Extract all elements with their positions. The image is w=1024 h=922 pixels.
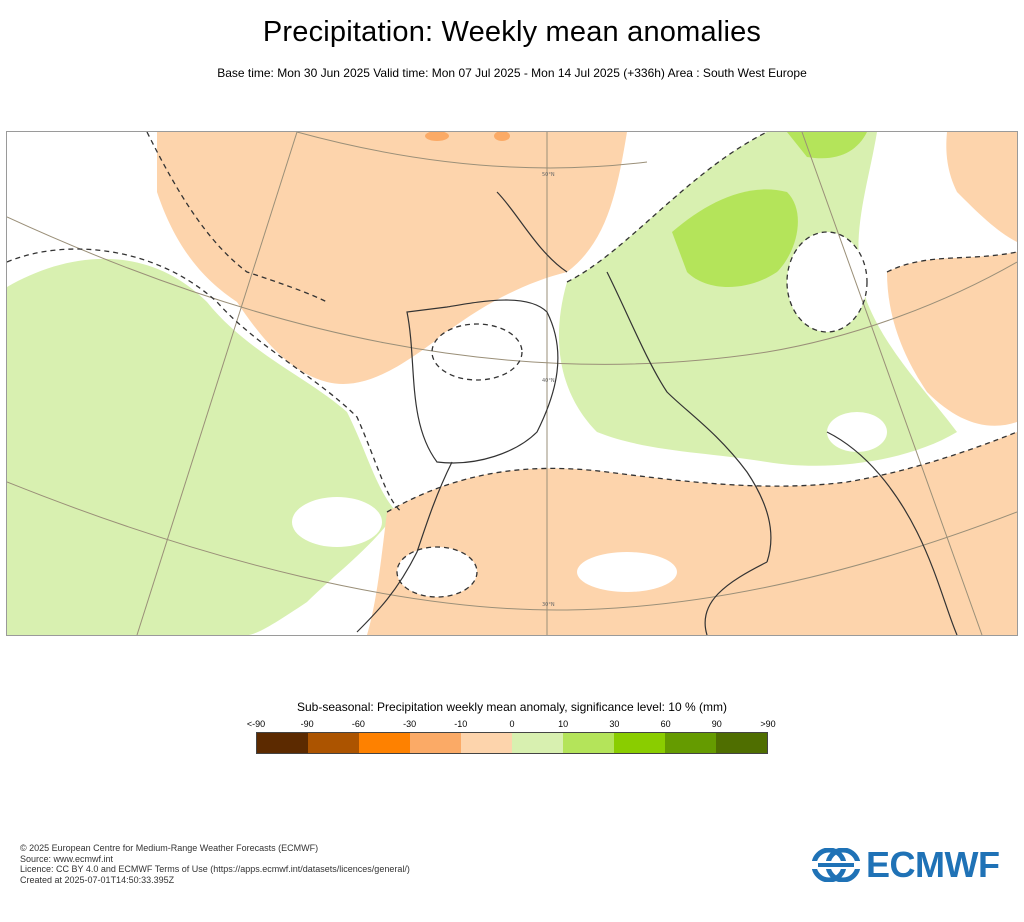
footer-copyright: © 2025 European Centre for Medium-Range … [20,843,319,853]
footer-licence: Licence: CC BY 4.0 and ECMWF Terms of Us… [20,864,410,874]
graticule-label-50n: 50°N [542,172,555,178]
footer-created: Created at 2025-07-01T14:50:33.395Z [20,874,175,885]
legend-title: Sub-seasonal: Precipitation weekly mean … [297,700,727,714]
graticule-label-40n: 40°N [542,378,555,384]
legend-swatch [614,733,665,753]
legend-swatch [308,733,359,753]
ocean-positive-area [7,258,397,635]
legend-swatch [257,733,308,753]
coastlines [356,191,958,635]
significance-contours [7,132,1017,598]
legend-label: 30 [609,719,620,729]
neutral-patch [577,552,677,592]
neutral-patch [432,324,522,380]
legend-swatch [461,733,512,753]
legend-label: -30 [403,719,417,729]
footer-credits: © 2025 European Centre for Medium-Range … [20,843,410,885]
legend-swatch [359,733,410,753]
positive-area-alps [672,189,798,287]
legend-swatch [563,733,614,753]
ecmwf-logo-text: ECMWF [866,844,1000,885]
legend-labels: <-90 -90 -60 -30 -10 0 10 30 60 90 >90 [247,719,776,731]
ecmwf-logo: ECMWF [812,844,1008,885]
legend-label: 90 [711,719,722,729]
legend-label: 10 [558,719,569,729]
legend-label: -10 [454,719,468,729]
negative-spot [494,132,510,141]
legend-swatch [512,733,563,753]
legend-swatch [410,733,461,753]
negative-area-west [157,132,627,384]
negative-area-east [887,252,1017,426]
legend-label: 0 [509,719,515,729]
legend-label: <-90 [246,719,266,729]
legend-swatch [665,733,716,753]
ecmwf-logo-icon [812,848,860,882]
map-svg: 50°N 40°N 30°N [7,132,1017,635]
negative-spot [425,132,449,141]
neutral-patch [397,547,477,597]
negative-area-south [367,432,1017,635]
legend-label: 60 [660,719,671,729]
neutral-patch [827,412,887,452]
anomaly-map: 50°N 40°N 30°N [6,131,1018,636]
chart-title: Precipitation: Weekly mean anomalies [262,16,762,48]
chart-subtitle: Base time: Mon 30 Jun 2025 Valid time: M… [217,66,807,80]
legend-label: >90 [760,719,776,729]
legend-swatch [716,733,767,753]
legend-label: -90 [300,719,314,729]
footer-source: Source: www.ecmwf.int [20,853,114,864]
positive-area-central [558,132,957,466]
neutral-patch [292,497,382,547]
graticule-label-30n: 30°N [542,602,555,608]
legend-color-bar [256,732,768,754]
positive-area-north [787,132,867,159]
legend-label: -60 [351,719,365,729]
negative-area-northeast [946,132,1017,242]
graticule [7,132,1017,635]
